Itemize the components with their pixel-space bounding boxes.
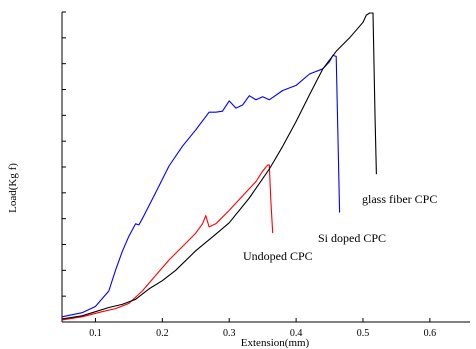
y-axis-label: Load(Kg f) [7, 163, 19, 213]
x-tick-label: 0.4 [290, 328, 303, 339]
annotation-si-doped-cpc: Si doped CPC [318, 231, 386, 245]
series-line-undoped-cpc [61, 164, 274, 321]
annotation-undoped-cpc: Undoped CPC [243, 249, 313, 263]
x-axis-label: Extension(mm) [241, 337, 310, 349]
annotation-glass-fiber-cpc: glass fiber CPC [362, 192, 437, 206]
x-tick-label: 0.3 [223, 328, 236, 339]
axes: 0.1 0.2 0.3 0.4 0.5 0.6 [61, 11, 470, 339]
series-line-si-doped-cpc [61, 54, 341, 318]
x-tick-label: 0.5 [357, 328, 370, 339]
x-tick-label: 0.1 [89, 328, 102, 339]
series-line-glass-fiber-cpc [61, 12, 377, 320]
x-tick-label: 0.2 [156, 328, 169, 339]
annotations: Undoped CPC Si doped CPC glass fiber CPC [243, 192, 437, 263]
x-tick-label: 0.6 [424, 328, 437, 339]
series-layer [61, 12, 377, 321]
